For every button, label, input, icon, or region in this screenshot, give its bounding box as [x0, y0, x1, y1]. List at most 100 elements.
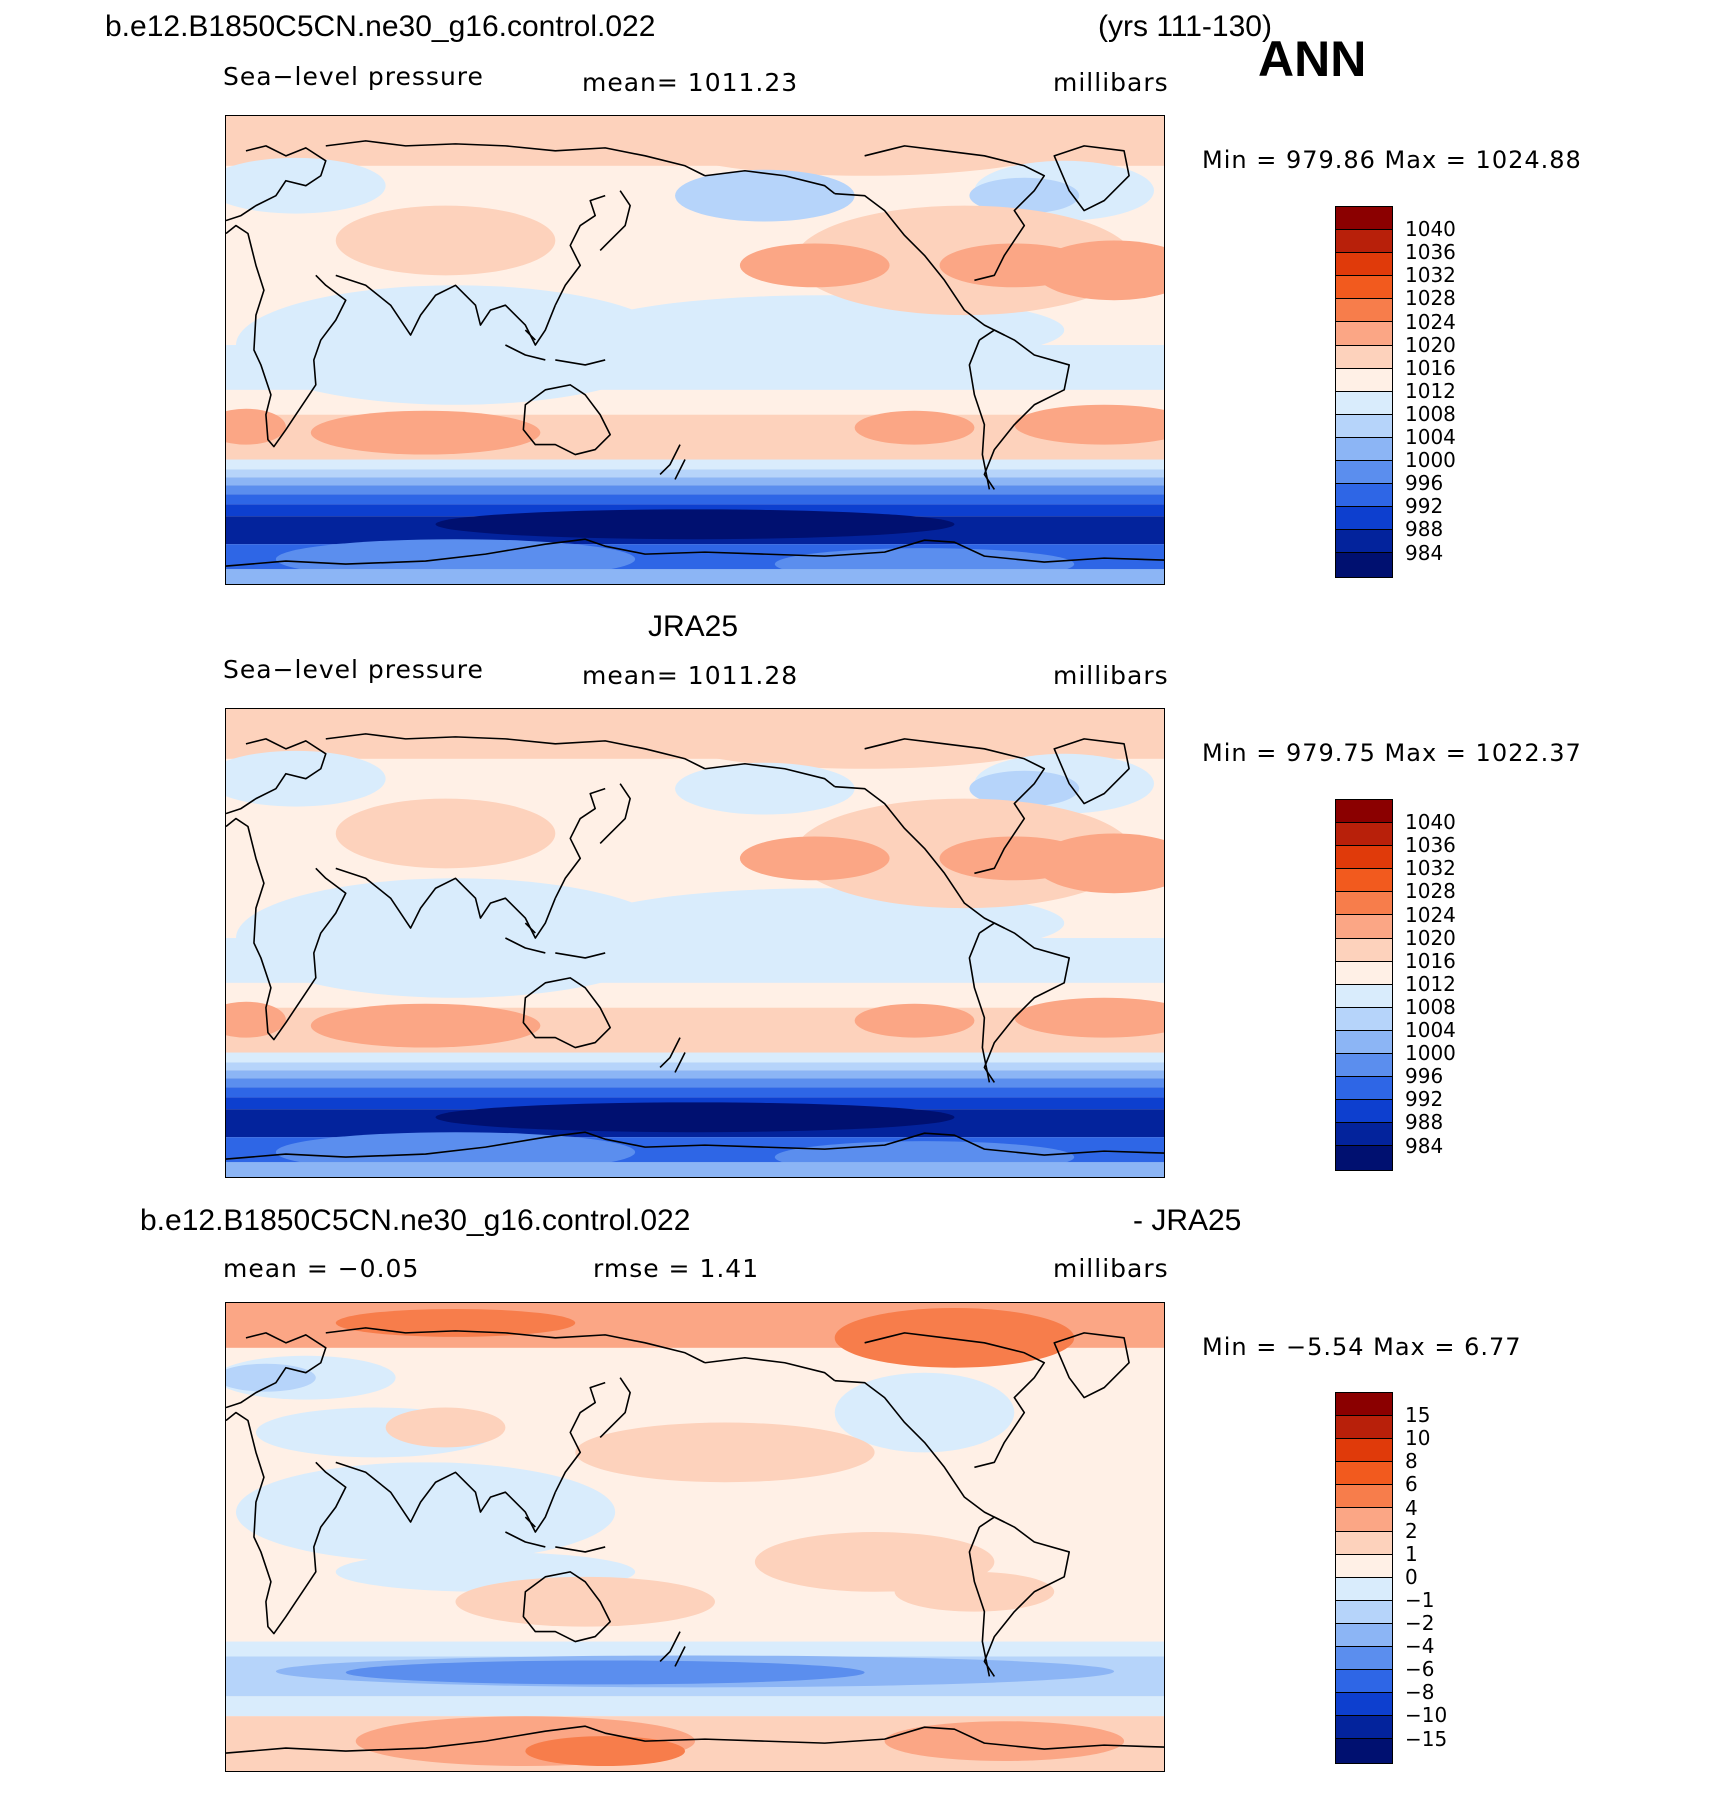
panel3-mean-label: mean = −0.05	[223, 1254, 420, 1283]
panel3-units-label: millibars	[1053, 1254, 1169, 1283]
colorbar-tick-label: 1028	[1405, 286, 1456, 311]
colorbar-swatch	[1336, 530, 1392, 554]
colorbar-swatch	[1336, 1146, 1392, 1170]
colorbar-swatch	[1336, 437, 1392, 462]
years-label: (yrs 111-130)	[1098, 10, 1272, 43]
colorbar-swatch	[1336, 1693, 1392, 1717]
colorbar-tick-label: 1004	[1405, 1018, 1456, 1042]
colorbar-tick-label: 1012	[1405, 971, 1456, 996]
colorbar-tick-label: 1008	[1405, 401, 1456, 426]
colorbar-tick-label: −2	[1405, 1611, 1435, 1635]
colorbar-swatch	[1336, 1577, 1392, 1601]
colorbar-tick-label: 1024	[1405, 902, 1456, 927]
panel3-title-right: - JRA25	[1133, 1204, 1242, 1237]
colorbar-tick-label: 1016	[1405, 948, 1456, 973]
panel2-title: JRA25	[648, 610, 739, 643]
colorbar-tick-label: −1	[1405, 1587, 1435, 1612]
colorbar-tick-label: −10	[1405, 1703, 1448, 1728]
colorbar-swatch	[1336, 892, 1392, 916]
colorbar-swatch	[1336, 1670, 1392, 1694]
colorbar-swatch	[1336, 1554, 1392, 1578]
colorbar-tick-label: 1008	[1405, 994, 1456, 1019]
colorbar-swatch	[1336, 207, 1392, 231]
panel1-units-label: millibars	[1053, 68, 1169, 97]
colorbar-tick-label: 15	[1405, 1403, 1431, 1428]
colorbar-tick-label: 984	[1405, 540, 1444, 565]
colorbar-tick-label: 1040	[1405, 217, 1456, 242]
colorbar-swatch	[1336, 391, 1392, 415]
colorbar-tick-label: 1	[1405, 1541, 1418, 1566]
colorbar-tick-label: 1032	[1405, 263, 1456, 288]
panel3-title-left: b.e12.B1850C5CN.ne30_g16.control.022	[140, 1204, 691, 1237]
colorbar-swatch	[1336, 1647, 1392, 1671]
panel3-map	[225, 1302, 1165, 1772]
colorbar-swatch	[1336, 230, 1392, 254]
panel2-mean-label: mean= 1011.28	[582, 661, 799, 690]
colorbar-tick-label: 1040	[1405, 810, 1456, 835]
panel1-mean-label: mean= 1011.23	[582, 68, 799, 97]
colorbar-swatch	[1336, 938, 1392, 962]
colorbar-swatch	[1336, 961, 1392, 985]
panel2-colorbar	[1335, 799, 1393, 1171]
colorbar-tick-label: −8	[1405, 1680, 1435, 1705]
panel1-map	[225, 115, 1165, 585]
colorbar-tick-label: 1036	[1405, 240, 1456, 265]
panel2-map	[225, 708, 1165, 1178]
colorbar-swatch	[1336, 507, 1392, 531]
colorbar-tick-label: 4	[1405, 1495, 1418, 1520]
colorbar-tick-label: 1024	[1405, 309, 1456, 334]
colorbar-swatch	[1336, 276, 1392, 300]
colorbar-tick-label: 984	[1405, 1133, 1444, 1158]
colorbar-tick-label: 1016	[1405, 355, 1456, 380]
colorbar-swatch	[1336, 1716, 1392, 1740]
colorbar-swatch	[1336, 1007, 1392, 1031]
colorbar-tick-label: 996	[1405, 1064, 1444, 1089]
colorbar-tick-label: 992	[1405, 1087, 1444, 1112]
colorbar-swatch	[1336, 345, 1392, 369]
colorbar-swatch	[1336, 823, 1392, 847]
case-title: b.e12.B1850C5CN.ne30_g16.control.022	[105, 10, 656, 43]
colorbar-swatch	[1336, 1030, 1392, 1055]
panel3-min-max: Min = −5.54 Max = 6.77	[1202, 1333, 1522, 1361]
colorbar-swatch	[1336, 1508, 1392, 1532]
panel1-min-max: Min = 979.86 Max = 1024.88	[1202, 146, 1582, 174]
colorbar-swatch	[1336, 1462, 1392, 1486]
panel3-rmse-label: rmse = 1.41	[593, 1254, 760, 1283]
colorbar-tick-label: 1012	[1405, 378, 1456, 403]
panel3-colorbar	[1335, 1392, 1393, 1764]
panel2-units-label: millibars	[1053, 661, 1169, 690]
colorbar-swatch	[1336, 1439, 1392, 1463]
colorbar-tick-label: 996	[1405, 471, 1444, 496]
colorbar-tick-label: 1032	[1405, 856, 1456, 881]
colorbar-swatch	[1336, 1123, 1392, 1147]
colorbar-tick-label: 0	[1405, 1564, 1418, 1589]
colorbar-swatch	[1336, 1416, 1392, 1440]
colorbar-tick-label: 1000	[1405, 1041, 1456, 1066]
colorbar-swatch	[1336, 1054, 1392, 1078]
colorbar-swatch	[1336, 846, 1392, 870]
season-label: ANN	[1258, 31, 1367, 87]
panel1-colorbar	[1335, 206, 1393, 578]
colorbar-tick-label: 992	[1405, 494, 1444, 519]
panel2-field-label: Sea−level pressure	[223, 655, 484, 684]
colorbar-swatch	[1336, 800, 1392, 824]
colorbar-tick-label: −6	[1405, 1657, 1435, 1682]
colorbar-swatch	[1336, 553, 1392, 577]
colorbar-swatch	[1336, 1393, 1392, 1417]
colorbar-swatch	[1336, 915, 1392, 939]
colorbar-tick-label: 988	[1405, 1110, 1444, 1135]
colorbar-tick-label: 1036	[1405, 833, 1456, 858]
colorbar-swatch	[1336, 414, 1392, 438]
colorbar-swatch	[1336, 299, 1392, 323]
colorbar-swatch	[1336, 984, 1392, 1008]
colorbar-swatch	[1336, 484, 1392, 508]
colorbar-tick-label: 988	[1405, 517, 1444, 542]
colorbar-swatch	[1336, 461, 1392, 485]
colorbar-swatch	[1336, 322, 1392, 346]
colorbar-tick-label: 1000	[1405, 448, 1456, 473]
colorbar-tick-label: 1020	[1405, 332, 1456, 357]
colorbar-swatch	[1336, 1739, 1392, 1763]
colorbar-tick-label: 1020	[1405, 925, 1456, 950]
colorbar-tick-label: 1028	[1405, 879, 1456, 904]
colorbar-tick-label: 10	[1405, 1426, 1431, 1451]
